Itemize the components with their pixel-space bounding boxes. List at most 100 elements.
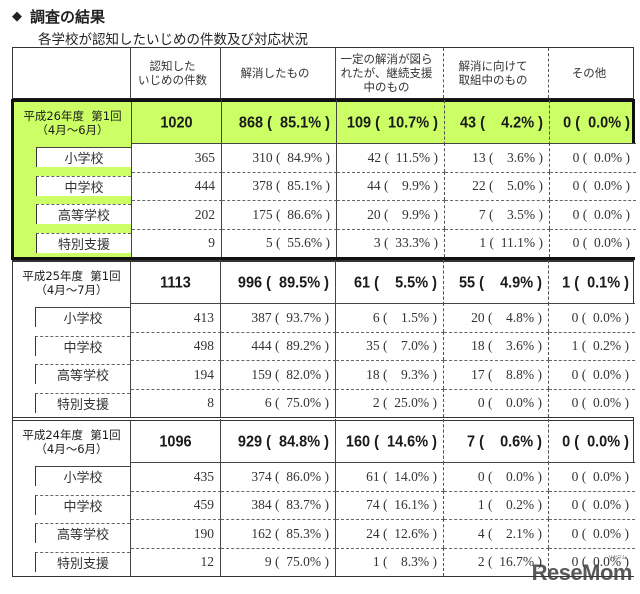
group-total: 1096 xyxy=(131,418,221,465)
row-total: 498 xyxy=(131,331,221,360)
table-row: 高等学校 194 159 ( 82.0% ) 18 ( 9.3% ) 17 ( … xyxy=(13,360,635,389)
header-in-progress: 解消に向けて 取組中のもの xyxy=(444,48,549,98)
group-h26: 平成26年度 第1回 （4月～6月） 1020 868 ( 85.1% ) 109… xyxy=(11,99,636,260)
header-continuing-support: 一定の解消が図ら れたが、継続支援 中のもの xyxy=(336,48,444,98)
row-total: 444 xyxy=(132,171,222,200)
row-resolved: 387 ( 93.7% ) xyxy=(221,303,336,332)
group-h24: 平成24年度 第1回 （4月～6月） 1096 929 ( 84.8% ) 160… xyxy=(13,417,635,576)
group-in-progress: 43 ( 4.2% ) xyxy=(445,99,550,146)
row-continuing: 44 ( 9.9% ) xyxy=(337,171,445,200)
row-in-progress: 0 ( 0.0% ) xyxy=(444,462,549,491)
group-summary-row: 平成26年度 第1回 （4月～6月） 1020 868 ( 85.1% ) 109… xyxy=(14,99,632,146)
header-recognized-count: 認知した いじめの件数 xyxy=(131,48,221,98)
school-type: 小学校 xyxy=(36,147,131,168)
group-other: 0 ( 0.0% ) xyxy=(563,113,630,132)
table-row: 中学校 444 378 ( 85.1% ) 44 ( 9.9% ) 22 ( 5… xyxy=(14,171,636,200)
table-header-row: 認知した いじめの件数 解消したもの 一定の解消が図ら れたが、継続支援 中のも… xyxy=(13,48,633,100)
row-total: 435 xyxy=(131,462,221,491)
row-in-progress: 20 ( 4.8% ) xyxy=(444,303,549,332)
group-continuing: 160 ( 14.6% ) xyxy=(336,418,444,465)
school-type: 特別支援 xyxy=(35,551,130,572)
bullying-response-table: 認知した いじめの件数 解消したもの 一定の解消が図ら れたが、継続支援 中のも… xyxy=(11,47,636,577)
row-continuing: 20 ( 9.9% ) xyxy=(337,200,445,229)
school-type: 高等学校 xyxy=(36,204,131,225)
group-continuing: 61 ( 5.5% ) xyxy=(336,259,444,306)
row-total: 459 xyxy=(131,490,221,519)
row-total: 194 xyxy=(131,360,221,389)
table-row: 高等学校 190 162 ( 85.3% ) 24 ( 12.6% ) 4 ( … xyxy=(13,519,635,548)
row-resolved: 384 ( 83.7% ) xyxy=(221,490,336,519)
row-resolved: 159 ( 82.0% ) xyxy=(221,360,336,389)
row-continuing: 35 ( 7.0% ) xyxy=(336,331,444,360)
row-in-progress: 18 ( 3.6% ) xyxy=(444,331,549,360)
row-in-progress: 1 ( 11.1% ) xyxy=(445,228,550,257)
row-continuing: 74 ( 16.1% ) xyxy=(336,490,444,519)
group-resolved: 868 ( 85.1% ) xyxy=(222,99,337,146)
row-resolved: 162 ( 85.3% ) xyxy=(221,519,336,548)
row-other: 0 ( 0.0% ) xyxy=(549,388,635,417)
row-continuing: 6 ( 1.5% ) xyxy=(336,303,444,332)
row-other: 0 ( 0.0% ) xyxy=(550,171,636,200)
section-title: 調査の結果 xyxy=(30,8,106,26)
row-in-progress: 1 ( 0.2% ) xyxy=(444,490,549,519)
row-total: 12 xyxy=(131,547,221,576)
table-row: 特別支援 9 5 ( 55.6% ) 3 ( 33.3% ) 1 ( 11.1%… xyxy=(14,228,636,257)
group-label: 平成25年度 第1回 （4月～7月） xyxy=(13,262,131,303)
row-total: 365 xyxy=(132,143,222,172)
group-in-progress: 55 ( 4.9% ) xyxy=(444,259,549,306)
row-resolved: 310 ( 84.9% ) xyxy=(222,143,337,172)
header-resolved: 解消したもの xyxy=(221,48,336,98)
school-type: 小学校 xyxy=(35,466,130,487)
row-resolved: 6 ( 75.0% ) xyxy=(221,388,336,417)
row-resolved: 444 ( 89.2% ) xyxy=(221,331,336,360)
table-row: 中学校 498 444 ( 89.2% ) 35 ( 7.0% ) 18 ( 3… xyxy=(13,331,635,360)
group-continuing: 109 ( 10.7% ) xyxy=(337,99,445,146)
row-in-progress: 4 ( 2.1% ) xyxy=(444,519,549,548)
table-row: 特別支援 8 6 ( 75.0% ) 2 ( 25.0% ) 0 ( 0.0% … xyxy=(13,388,635,417)
row-other: 0 ( 0.0% ) xyxy=(549,462,635,491)
school-type: 小学校 xyxy=(35,307,130,328)
header-other: その他 xyxy=(571,66,607,80)
group-total: 1020 xyxy=(132,99,222,146)
row-total: 190 xyxy=(131,519,221,548)
school-type: 高等学校 xyxy=(35,364,130,385)
table-row: 高等学校 202 175 ( 86.6% ) 20 ( 9.9% ) 7 ( 3… xyxy=(14,200,636,229)
group-resolved: 929 ( 84.8% ) xyxy=(221,418,336,465)
row-resolved: 5 ( 55.6% ) xyxy=(222,228,337,257)
group-resolved: 996 ( 89.5% ) xyxy=(221,259,336,306)
group-total: 1113 xyxy=(131,259,221,306)
row-in-progress: 0 ( 0.0% ) xyxy=(444,388,549,417)
table-row: 小学校 365 310 ( 84.9% ) 42 ( 11.5% ) 13 ( … xyxy=(14,143,636,172)
row-in-progress: 17 ( 8.8% ) xyxy=(444,360,549,389)
row-other: 0 ( 0.0% ) xyxy=(549,547,635,576)
school-type: 高等学校 xyxy=(35,523,130,544)
row-continuing: 42 ( 11.5% ) xyxy=(337,143,445,172)
row-continuing: 2 ( 25.0% ) xyxy=(336,388,444,417)
row-total: 8 xyxy=(131,388,221,417)
row-resolved: 374 ( 86.0% ) xyxy=(221,462,336,491)
school-type: 特別支援 xyxy=(35,392,130,413)
row-other: 0 ( 0.0% ) xyxy=(549,303,635,332)
row-in-progress: 13 ( 3.6% ) xyxy=(445,143,550,172)
row-other: 1 ( 0.2% ) xyxy=(549,331,635,360)
row-resolved: 175 ( 86.6% ) xyxy=(222,200,337,229)
row-other: 0 ( 0.0% ) xyxy=(549,360,635,389)
section-heading: ◆ 調査の結果 xyxy=(12,6,105,27)
group-label: 平成26年度 第1回 （4月～6月） xyxy=(14,102,132,143)
row-resolved: 9 ( 75.0% ) xyxy=(221,547,336,576)
row-other: 0 ( 0.0% ) xyxy=(549,490,635,519)
diamond-bullet-icon: ◆ xyxy=(12,9,22,24)
row-other: 0 ( 0.0% ) xyxy=(550,200,636,229)
row-in-progress: 2 ( 16.7% ) xyxy=(444,547,549,576)
header-blank xyxy=(13,48,131,98)
school-type: 中学校 xyxy=(36,175,131,196)
row-continuing: 1 ( 8.3% ) xyxy=(336,547,444,576)
row-total: 202 xyxy=(132,200,222,229)
table-row: 小学校 413 387 ( 93.7% ) 6 ( 1.5% ) 20 ( 4.… xyxy=(13,303,635,332)
row-continuing: 61 ( 14.0% ) xyxy=(336,462,444,491)
table-row: 小学校 435 374 ( 86.0% ) 61 ( 14.0% ) 0 ( 0… xyxy=(13,462,635,491)
school-type: 特別支援 xyxy=(36,232,131,253)
row-continuing: 24 ( 12.6% ) xyxy=(336,519,444,548)
resemom-watermark-logo: ReseMom リセマム xyxy=(531,555,633,585)
row-total: 413 xyxy=(131,303,221,332)
